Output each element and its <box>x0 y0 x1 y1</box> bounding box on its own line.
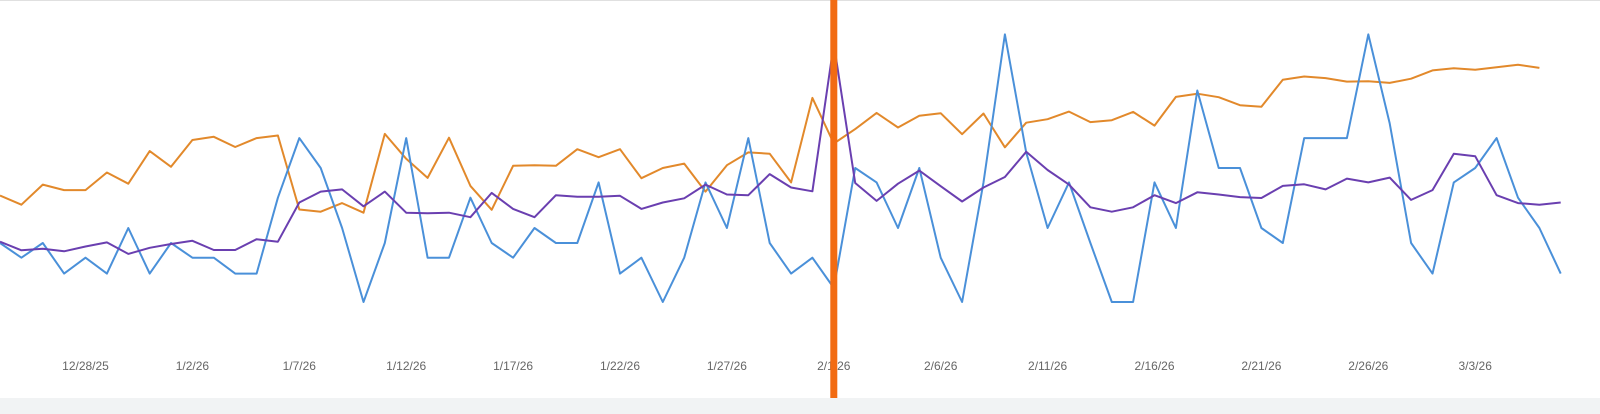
x-tick-label: 2/11/26 <box>1028 359 1067 373</box>
series-layer <box>0 33 1562 303</box>
x-tick-label: 1/7/26 <box>283 359 317 373</box>
series-line-3[interactable] <box>0 42 1561 255</box>
x-tick-label: 2/26/26 <box>1348 359 1388 373</box>
x-tick-label: 2/16/26 <box>1134 359 1174 373</box>
series-line-1[interactable] <box>0 63 1540 214</box>
series-line-2[interactable] <box>0 33 1562 303</box>
x-tick-label: 1/17/26 <box>493 359 533 373</box>
current-date-marker[interactable] <box>830 0 838 414</box>
x-tick-label: 2/6/26 <box>924 359 958 373</box>
x-tick-label: 1/12/26 <box>386 359 426 373</box>
x-tick-label: 12/28/25 <box>62 359 109 373</box>
x-tick-label: 1/22/26 <box>600 359 640 373</box>
x-tick-label: 2/21/26 <box>1241 359 1281 373</box>
x-tick-label: 1/2/26 <box>176 359 210 373</box>
x-axis-ticks: 12/28/25 1/2/26 1/7/26 1/12/26 1/17/26 1/22/2… <box>62 359 1492 373</box>
x-tick-label: 3/3/26 <box>1459 359 1493 373</box>
chart-footer-band <box>0 398 1600 414</box>
x-tick-label: 1/27/26 <box>707 359 747 373</box>
